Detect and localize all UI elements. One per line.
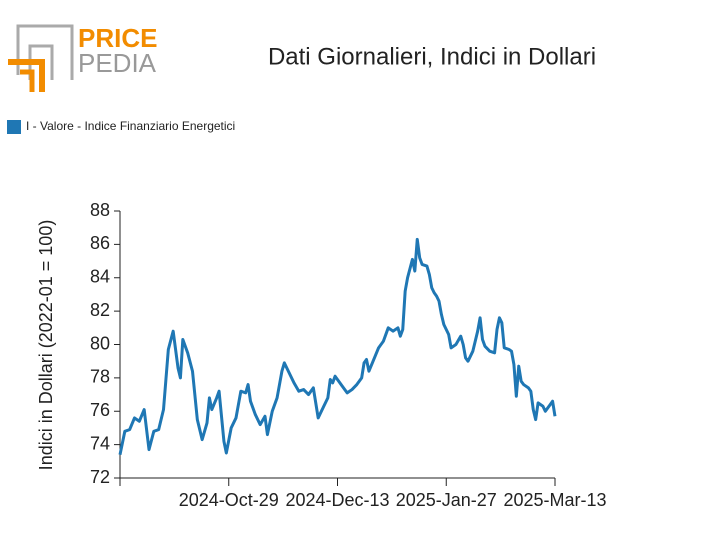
y-tick-label: 78 xyxy=(90,367,110,387)
y-tick-label: 86 xyxy=(90,233,110,253)
x-tick-label: 2024-Oct-29 xyxy=(179,490,279,510)
y-tick-label: 82 xyxy=(90,300,110,320)
y-tick-label: 76 xyxy=(90,400,110,420)
legend-swatch xyxy=(7,120,21,134)
legend-label: I - Valore - Indice Finanziario Energeti… xyxy=(26,119,235,133)
logo: PRICE PEDIA xyxy=(8,23,157,92)
y-tick-label: 72 xyxy=(90,467,110,487)
logo-text: PEDIA xyxy=(78,48,157,78)
chart-title: Dati Giornalieri, Indici in Dollari xyxy=(268,43,596,70)
y-tick-label: 84 xyxy=(90,267,110,287)
x-tick-label: 2025-Jan-27 xyxy=(396,490,497,510)
logo-text: PRICE xyxy=(78,23,157,53)
y-tick-label: 74 xyxy=(90,433,110,453)
y-tick-label: 88 xyxy=(90,200,110,220)
x-tick-label: 2024-Dec-13 xyxy=(285,490,389,510)
y-axis-label: Indici in Dollari (2022-01 = 100) xyxy=(36,220,56,471)
y-tick-label: 80 xyxy=(90,333,110,353)
line-series xyxy=(118,237,557,455)
x-tick-label: 2025-Mar-13 xyxy=(503,490,606,510)
